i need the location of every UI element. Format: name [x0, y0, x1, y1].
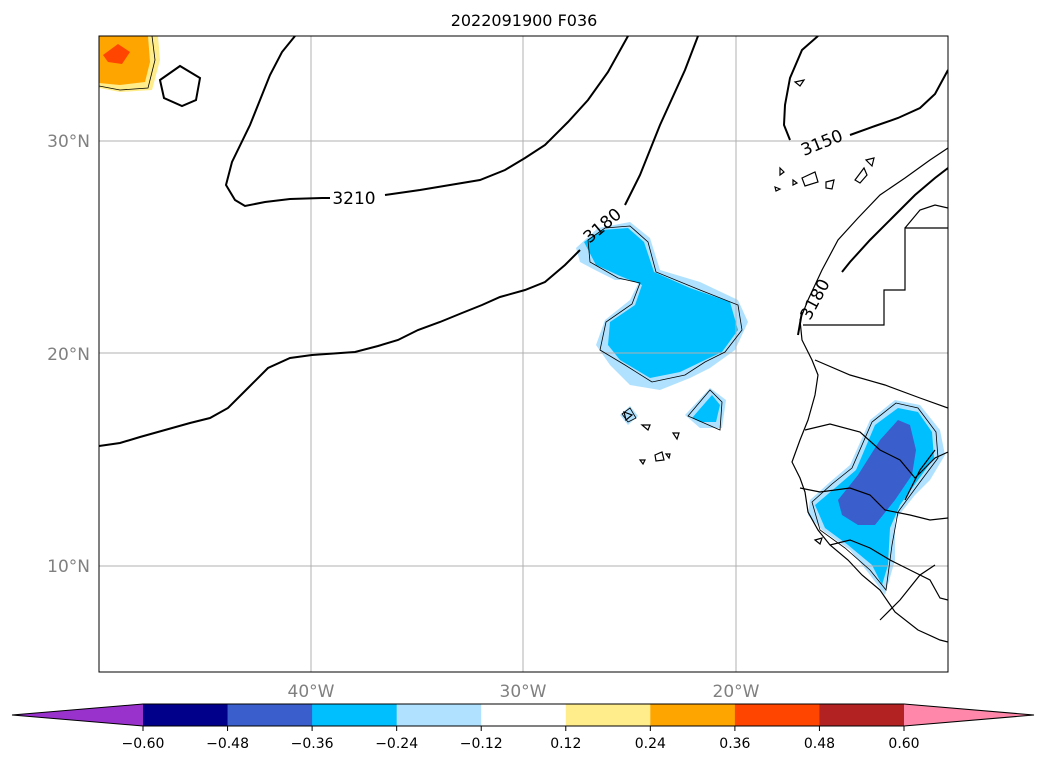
- island: [792, 178, 799, 186]
- latitude-labels: 30°N 20°N 10°N: [47, 132, 90, 577]
- colorbar-tick-label: −0.12: [460, 736, 503, 752]
- contour-3210: [224, 36, 629, 208]
- border-1: [803, 227, 948, 326]
- negative-anomaly-island-inner: [692, 395, 720, 422]
- island: [774, 186, 782, 192]
- colorbar-segment: [227, 704, 313, 726]
- border-3: [814, 359, 948, 409]
- island: [779, 166, 785, 177]
- border-6: [829, 539, 948, 601]
- contour-3180-mid: [624, 36, 699, 206]
- west-africa-anomaly-core: [838, 420, 916, 525]
- lon-label: 30°W: [500, 682, 547, 702]
- island: [623, 411, 634, 422]
- contour-3180-left: [99, 249, 581, 447]
- colorbar-tick-label: 0.36: [719, 736, 750, 752]
- map-frame: [98, 35, 949, 673]
- lat-label: 30°N: [47, 132, 90, 152]
- island: [671, 432, 680, 441]
- positive-anomaly-mid: [99, 36, 150, 85]
- contour-label: 3150: [798, 126, 846, 161]
- colorbar-segment: [396, 704, 482, 726]
- small-closed-contour: [158, 64, 202, 108]
- coastlines: [158, 64, 948, 643]
- border-2: [904, 204, 948, 229]
- border-5: [799, 487, 948, 521]
- colorbar-segment: [650, 704, 736, 726]
- colorbar-tick-label: 0.24: [635, 736, 666, 752]
- border-7: [904, 449, 936, 501]
- africa-coastline: [791, 147, 948, 643]
- contour-labels: 3210 3180 3180 3150: [332, 126, 846, 323]
- lon-label: 40°W: [288, 682, 335, 702]
- island: [854, 166, 868, 184]
- gridlines: [99, 36, 948, 672]
- island: [864, 157, 875, 168]
- colorbar-extend-max: [904, 704, 1034, 726]
- colorbar-segment: [734, 704, 820, 726]
- island: [813, 537, 823, 546]
- island: [638, 459, 646, 466]
- colorbar-segment: [481, 704, 567, 726]
- colorbar-segment: [565, 704, 651, 726]
- colorbar-tick-label: −0.60: [122, 736, 165, 752]
- lat-label: 20°N: [47, 345, 90, 365]
- island: [825, 179, 835, 190]
- colorbar-tick-label: 0.12: [550, 736, 581, 752]
- figure-title: 2022091900 F036: [451, 11, 598, 30]
- contour-3180-right: [797, 167, 948, 336]
- positive-anomaly-core: [103, 44, 130, 64]
- colorbar-tick-label: −0.36: [291, 736, 334, 752]
- colorbar-segment: [143, 704, 229, 726]
- island: [793, 79, 806, 87]
- contour-3150: [782, 36, 948, 141]
- colorbar-segment: [312, 704, 398, 726]
- colorbar: −0.60 −0.48 −0.36 −0.24 −0.12 0.12 0.24 0.36 0.4…: [11, 703, 1035, 752]
- island: [654, 451, 665, 462]
- colorbar-segment: [819, 704, 905, 726]
- lat-label: 10°N: [47, 557, 90, 577]
- anomaly-outlines: [99, 36, 939, 591]
- contour-label: 3180: [797, 276, 835, 324]
- negative-anomaly-small: [620, 406, 638, 425]
- border-4: [804, 423, 948, 479]
- contour-label: 3210: [332, 189, 375, 209]
- island: [801, 171, 819, 187]
- negative-anomaly-inner: [584, 228, 738, 378]
- lon-label: 20°W: [713, 682, 760, 702]
- colorbar-tick-label: 0.48: [804, 736, 835, 752]
- colorbar-tick-label: −0.24: [375, 736, 418, 752]
- height-contours: [99, 36, 948, 447]
- map-panel: 3210 3180 3180 3150: [99, 36, 948, 672]
- border-8: [879, 564, 936, 621]
- colorbar-extend-min: [12, 704, 143, 726]
- colorbar-tick-label: −0.48: [206, 736, 249, 752]
- island: [664, 453, 671, 460]
- longitude-labels: 40°W 30°W 20°W: [288, 682, 760, 702]
- colorbar-tick-label: 0.60: [888, 736, 919, 752]
- island: [640, 424, 651, 431]
